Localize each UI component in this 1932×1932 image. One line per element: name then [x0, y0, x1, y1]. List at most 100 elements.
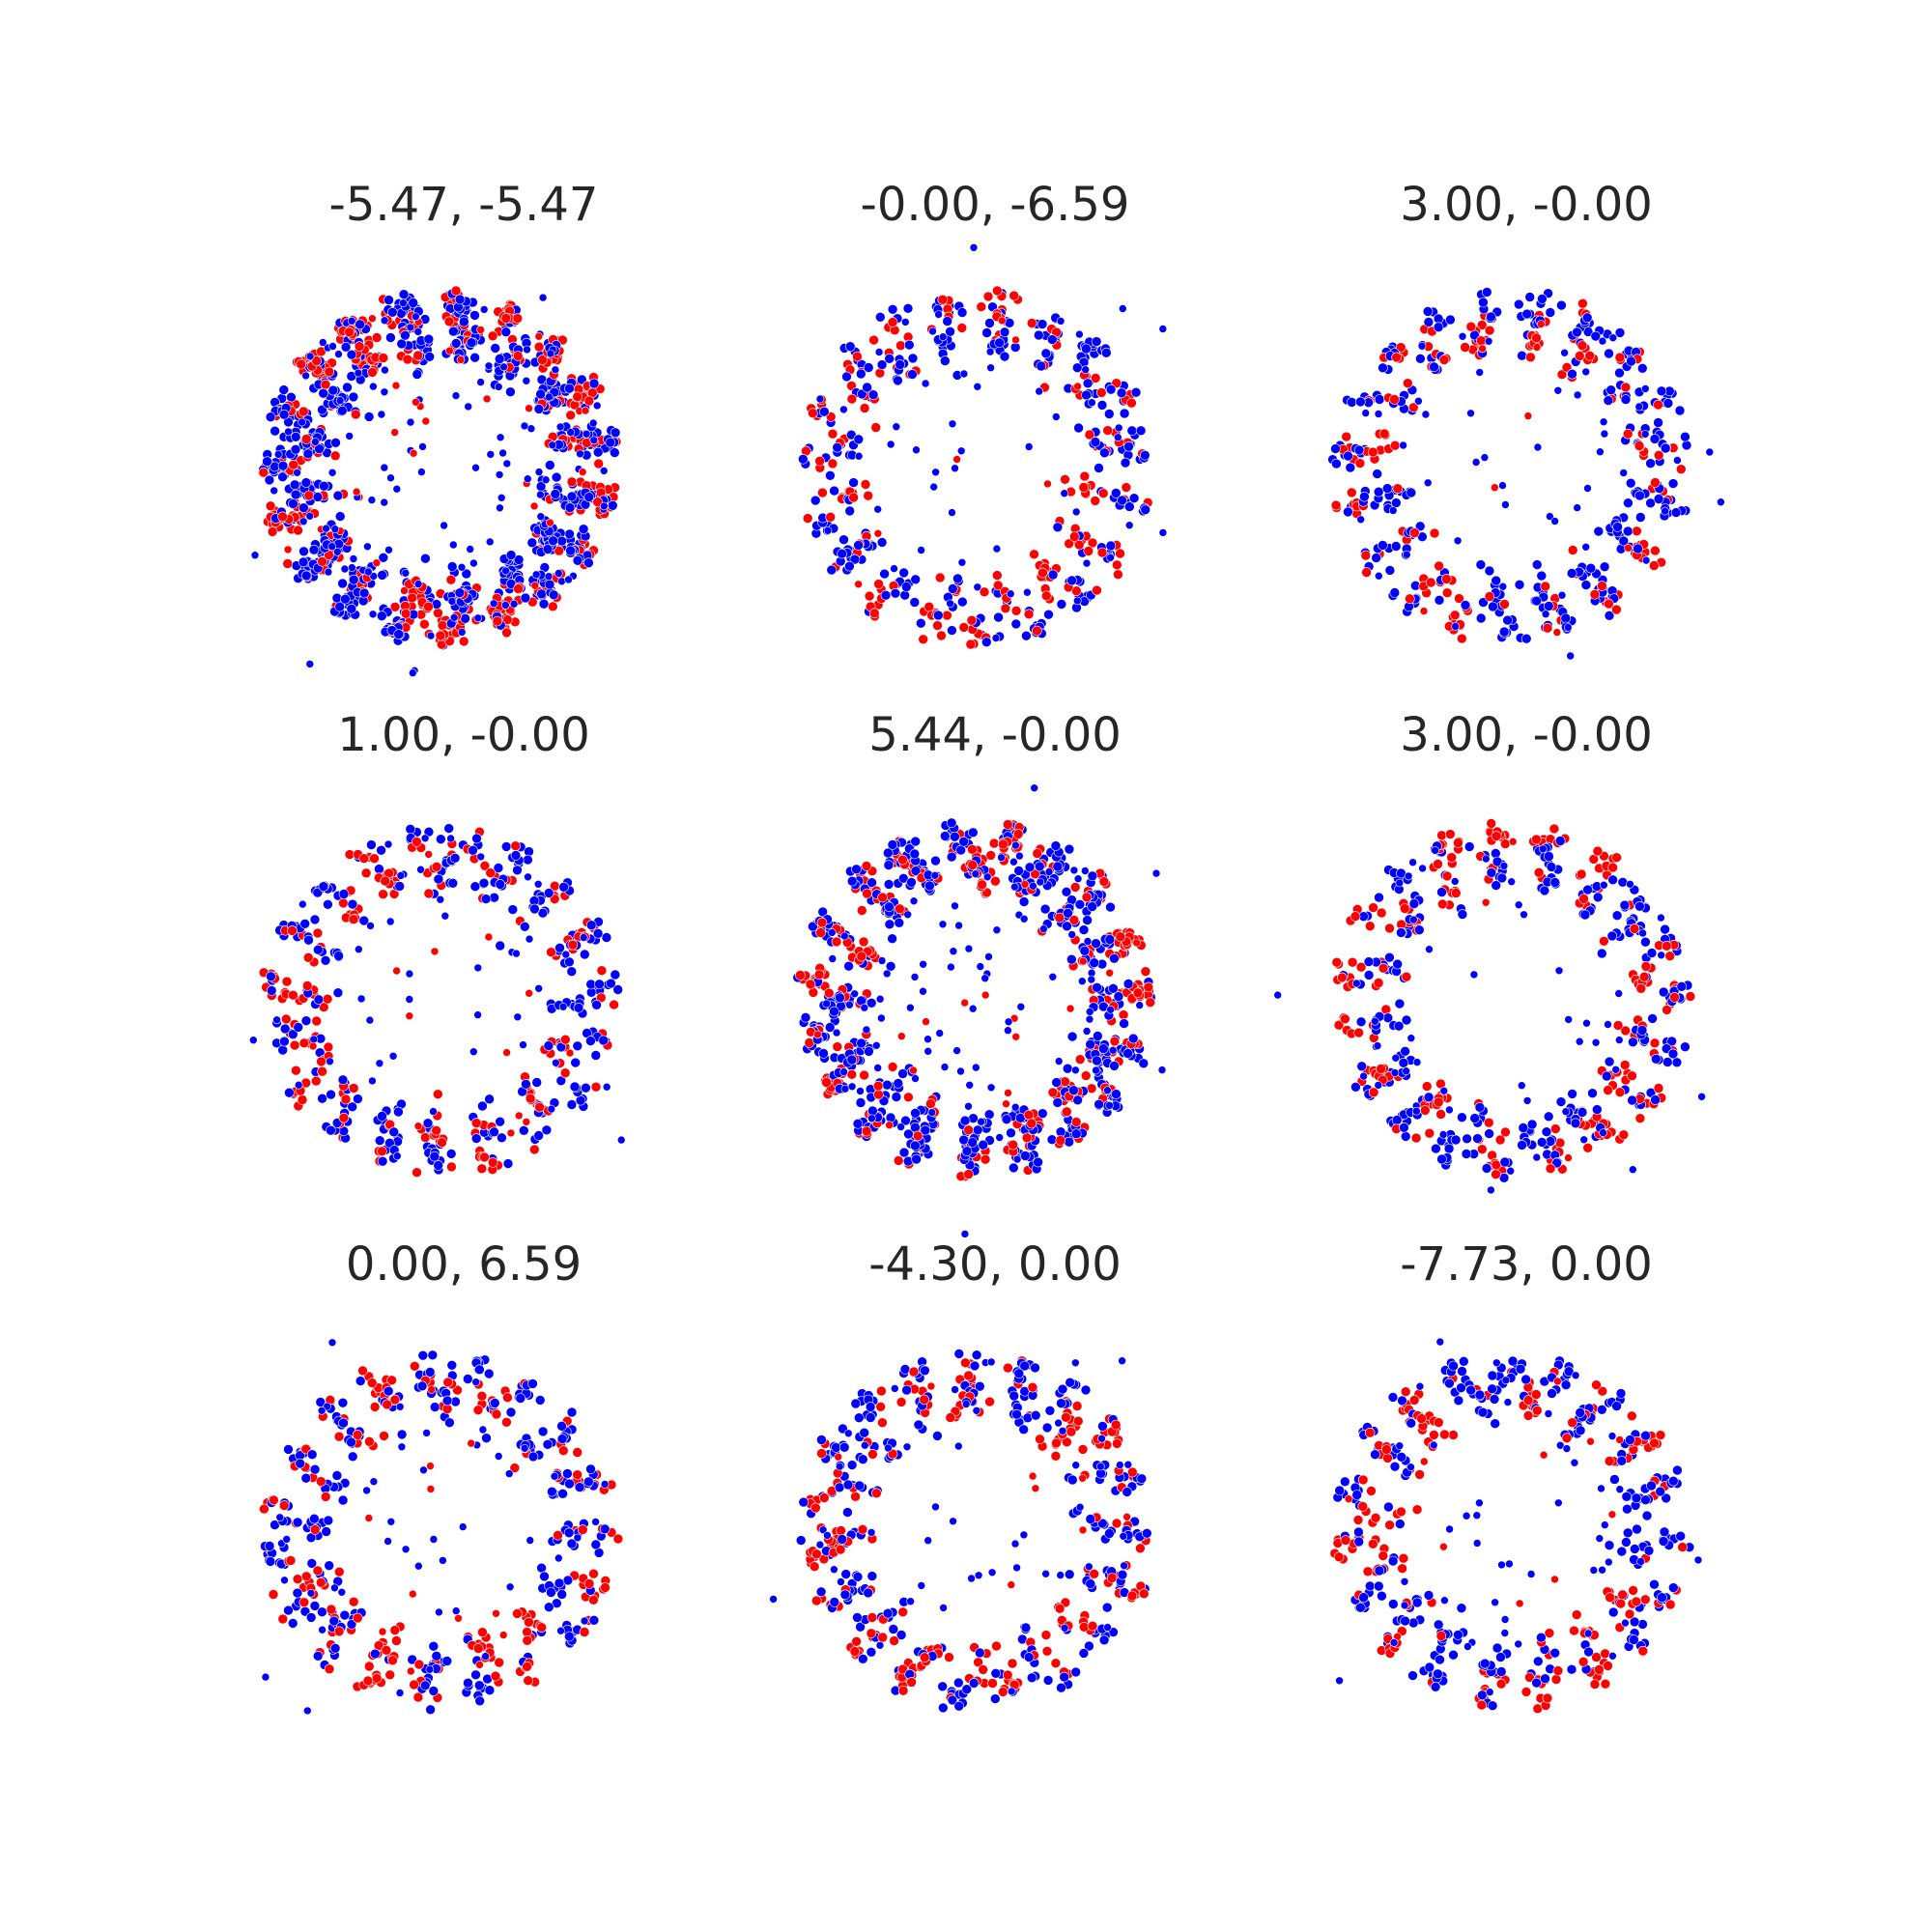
point-scatter	[1010, 1102, 1020, 1112]
point-blue	[1592, 1104, 1603, 1115]
point-blue	[318, 387, 329, 399]
point-scatter	[328, 342, 337, 351]
point-blue	[1399, 1122, 1409, 1133]
point-red	[354, 341, 365, 352]
point-red	[485, 867, 497, 878]
point-blue	[865, 1402, 876, 1412]
point-red	[992, 285, 1003, 297]
point-blue	[1660, 442, 1671, 454]
point-red	[1403, 378, 1413, 389]
point-blue	[953, 1700, 965, 1712]
point-blue	[947, 625, 957, 636]
point-blue	[1580, 580, 1592, 590]
point-red	[557, 1445, 569, 1456]
point-blue	[1057, 1383, 1068, 1395]
point-scatter	[867, 1114, 876, 1123]
point-scatter	[948, 419, 957, 429]
point-blue	[1549, 877, 1561, 888]
point-blue	[1135, 425, 1147, 437]
point-scatter	[592, 401, 602, 411]
point-blue	[1461, 1149, 1472, 1159]
point-red	[1106, 1573, 1118, 1583]
point-red	[937, 294, 949, 305]
panel-6: 3.00, -0.00	[1273, 708, 1706, 1195]
point-blue	[1119, 1018, 1129, 1029]
point-scatter	[340, 564, 350, 574]
point-blue	[945, 326, 955, 337]
point-scatter	[317, 1406, 327, 1415]
point-blue	[1127, 1033, 1139, 1044]
point-blue	[1391, 497, 1402, 508]
point-scatter	[968, 1004, 978, 1013]
point-blue	[606, 978, 616, 989]
point-scatter	[506, 1128, 516, 1138]
point-scatter	[365, 1015, 375, 1025]
point-blue	[1078, 924, 1090, 935]
point-scatter	[1480, 453, 1490, 462]
point-blue	[1067, 1474, 1078, 1486]
point-red	[1026, 318, 1037, 328]
point-scatter	[475, 1661, 484, 1669]
point-blue	[1056, 1398, 1066, 1408]
point-scatter	[1522, 1096, 1532, 1105]
point-blue	[1101, 1602, 1113, 1613]
point-red	[433, 608, 443, 618]
point-scatter	[1550, 517, 1559, 526]
point-scatter	[464, 402, 473, 412]
point-scatter	[530, 581, 540, 590]
point-blue	[582, 1476, 594, 1488]
point-scatter	[847, 1082, 857, 1092]
point-scatter	[368, 610, 378, 619]
point-blue	[1104, 409, 1115, 419]
point-scatter	[1673, 456, 1682, 465]
point-red	[362, 1675, 374, 1687]
point-blue	[398, 289, 410, 300]
point-blue	[1104, 1528, 1115, 1539]
point-red	[317, 1065, 327, 1077]
point-blue	[423, 333, 435, 345]
point-scatter	[363, 542, 372, 552]
point-blue	[346, 349, 357, 360]
point-blue	[1545, 307, 1556, 318]
point-scatter	[1016, 1003, 1026, 1011]
point-blue	[1400, 1131, 1411, 1142]
point-red	[312, 927, 324, 939]
point-blue	[470, 1669, 481, 1681]
point-scatter	[413, 1122, 423, 1130]
point-blue	[585, 1036, 596, 1046]
point-blue	[445, 1149, 457, 1159]
point-scatter	[298, 517, 308, 526]
point-blue	[837, 548, 847, 559]
point-red	[1072, 1415, 1084, 1427]
point-red	[1135, 1543, 1146, 1554]
point-blue	[1394, 998, 1406, 1009]
point-scatter	[910, 973, 920, 981]
point-scatter	[1451, 622, 1460, 631]
point-red	[338, 1112, 350, 1123]
point-blue	[342, 382, 353, 393]
point-scatter	[1421, 410, 1431, 419]
point-red	[1378, 428, 1390, 440]
point-blue	[1087, 870, 1098, 882]
point-red	[868, 334, 879, 346]
point-scatter	[541, 475, 551, 485]
point-red	[1037, 567, 1048, 579]
point-red	[612, 1533, 624, 1545]
point-red	[1453, 838, 1463, 848]
point-red	[310, 1075, 322, 1087]
point-blue	[1381, 483, 1393, 494]
point-scatter	[557, 577, 566, 586]
point-blue	[1400, 1046, 1410, 1057]
point-red	[566, 476, 578, 488]
point-red	[1399, 903, 1410, 914]
point-scatter	[1069, 866, 1079, 875]
point-scatter	[283, 545, 293, 554]
point-scatter	[413, 1561, 423, 1571]
point-blue	[420, 553, 431, 564]
point-red	[487, 330, 498, 342]
point-blue	[565, 545, 576, 556]
point-red	[333, 1626, 345, 1637]
point-blue	[1062, 1063, 1073, 1074]
point-red	[1476, 335, 1487, 347]
point-blue	[1536, 570, 1548, 582]
